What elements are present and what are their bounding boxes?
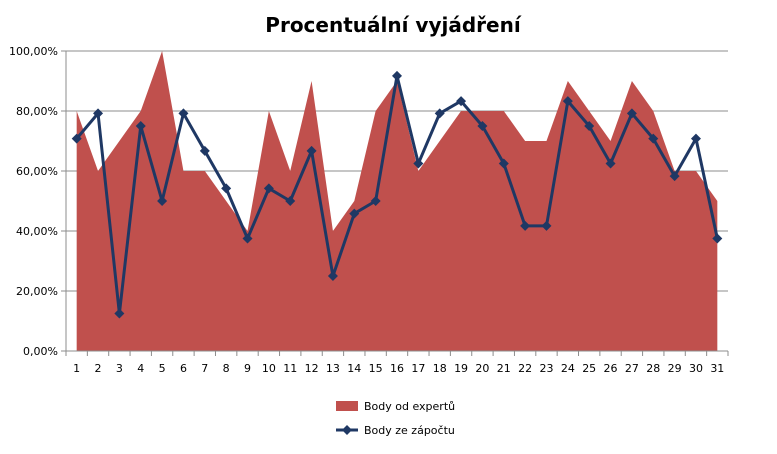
legend-label-area: Body od expertů: [364, 400, 455, 413]
line-marker: [648, 133, 659, 144]
line-marker: [349, 208, 360, 219]
y-tick-label: 0,00%: [23, 345, 58, 358]
x-tick-label: 30: [689, 362, 703, 375]
y-axis-ticks: 0,00% 20,00% 40,00% 60,00% 80,00% 100,00%: [9, 45, 58, 358]
line-marker: [584, 121, 595, 131]
chart-title: Procentuální vyjádření: [265, 13, 522, 37]
area-series-group: [76, 51, 718, 351]
x-tick-label: 17: [411, 362, 425, 375]
y-tick-label: 20,00%: [16, 285, 58, 298]
line-marker: [327, 271, 338, 281]
line-marker: [541, 220, 552, 231]
axes: [61, 50, 729, 356]
line-marker: [178, 108, 189, 119]
x-tick-label: 18: [433, 362, 447, 375]
legend-label-line: Body ze zápočtu: [364, 424, 455, 437]
line-marker: [285, 196, 296, 206]
x-tick-label: 14: [347, 362, 361, 375]
area-series-body-od-expertu: [76, 51, 718, 351]
x-tick-label: 26: [604, 362, 618, 375]
line-marker: [306, 145, 317, 156]
x-tick-label: 21: [497, 362, 511, 375]
x-tick-label: 8: [223, 362, 230, 375]
x-tick-label: 28: [646, 362, 660, 375]
x-tick-label: 1: [73, 362, 80, 375]
y-tick-label: 80,00%: [16, 105, 58, 118]
line-marker: [413, 158, 424, 169]
x-tick-label: 13: [326, 362, 340, 375]
x-tick-label: 11: [283, 362, 297, 375]
legend: Body od expertů Body ze zápočtu: [336, 400, 455, 437]
x-tick-label: 24: [561, 362, 575, 375]
x-tick-label: 15: [369, 362, 383, 375]
x-tick-label: 6: [180, 362, 187, 375]
line-marker: [477, 121, 488, 131]
line-marker: [712, 233, 723, 244]
x-tick-label: 22: [518, 362, 532, 375]
x-tick-label: 31: [710, 362, 724, 375]
line-series-group: [71, 70, 723, 319]
line-marker: [242, 233, 253, 244]
line-marker: [157, 196, 168, 206]
line-marker: [221, 183, 232, 194]
x-tick-label: 29: [668, 362, 682, 375]
line-marker: [456, 96, 467, 107]
line-marker: [498, 158, 509, 169]
line-marker: [626, 108, 637, 119]
line-marker: [434, 108, 445, 119]
line-marker: [562, 96, 573, 107]
y-tick-label: 100,00%: [9, 45, 58, 58]
line-marker: [392, 70, 402, 81]
line-marker: [93, 108, 104, 119]
x-tick-label: 3: [116, 362, 123, 375]
x-tick-label: 5: [159, 362, 166, 375]
x-tick-label: 25: [582, 362, 596, 375]
x-axis-ticks: 1 2 3 4 5 6 7 8 9 10 11 12 13 14 15 16 17 18 19 20 21 22 23 24 2…: [73, 362, 724, 375]
y-tick-label: 40,00%: [16, 225, 58, 238]
line-marker: [199, 145, 210, 156]
line-marker: [263, 183, 274, 194]
line-marker: [135, 121, 146, 131]
x-tick-label: 20: [475, 362, 489, 375]
x-tick-label: 2: [95, 362, 102, 375]
x-tick-label: 10: [262, 362, 276, 375]
line-marker: [520, 220, 531, 231]
x-tick-label: 12: [305, 362, 319, 375]
x-tick-label: 4: [137, 362, 144, 375]
legend-swatch-marker: [342, 425, 352, 435]
x-tick-label: 23: [539, 362, 553, 375]
x-tick-label: 19: [454, 362, 468, 375]
line-marker: [605, 158, 616, 169]
line-marker: [669, 171, 680, 182]
x-tick-label: 27: [625, 362, 639, 375]
line-marker: [114, 308, 125, 319]
x-tick-label: 7: [201, 362, 208, 375]
line-marker: [370, 196, 381, 206]
line-marker: [690, 133, 701, 144]
y-tick-label: 60,00%: [16, 165, 58, 178]
x-tick-label: 16: [390, 362, 404, 375]
x-tick-label: 9: [244, 362, 251, 375]
line-marker: [71, 133, 82, 144]
legend-swatch-area: [336, 401, 358, 411]
